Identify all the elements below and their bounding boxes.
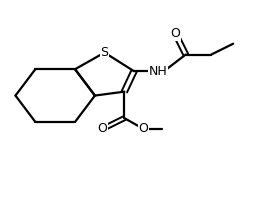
Text: O: O: [171, 27, 181, 40]
Text: O: O: [98, 122, 107, 136]
Text: NH: NH: [149, 65, 168, 78]
Text: S: S: [100, 46, 109, 59]
Text: O: O: [139, 122, 148, 136]
